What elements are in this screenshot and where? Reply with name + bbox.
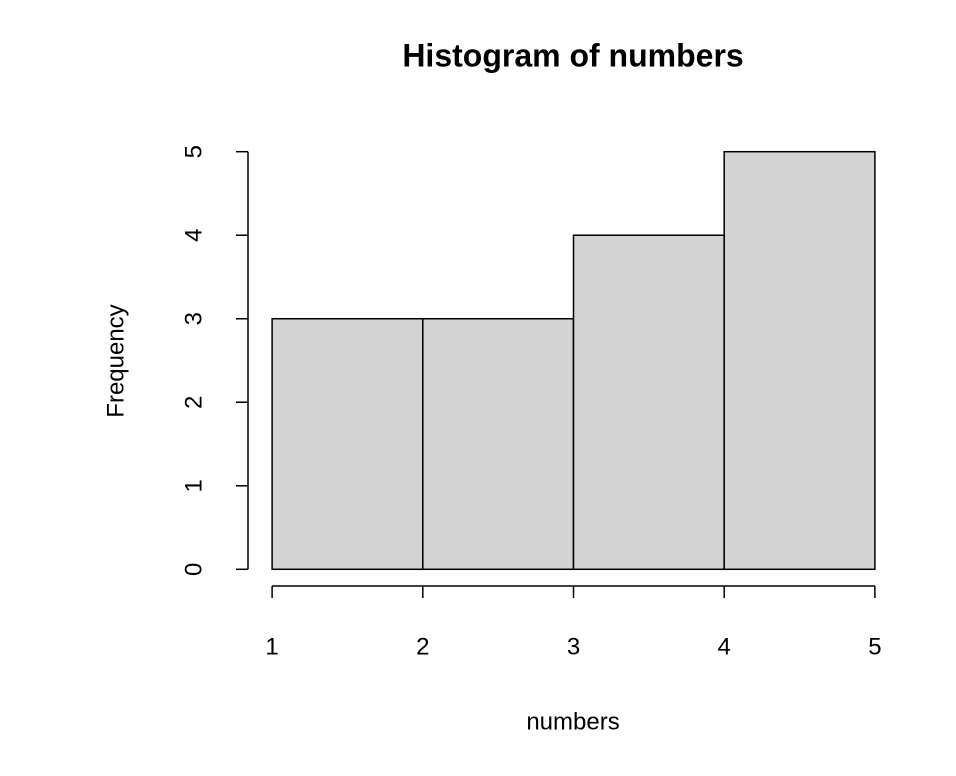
x-tick-label: 4: [718, 633, 731, 660]
x-axis-title: numbers: [526, 708, 619, 735]
x-tick-label: 2: [416, 633, 429, 660]
x-tick-label: 5: [868, 633, 881, 660]
y-tick-label: 3: [180, 312, 207, 325]
y-tick-label: 1: [180, 479, 207, 492]
y-tick-label: 5: [180, 145, 207, 158]
y-axis-title: Frequency: [102, 304, 129, 417]
bar: [271, 317, 424, 571]
bar: [723, 150, 876, 571]
y-tick-label: 4: [180, 229, 207, 242]
x-tick-label: 1: [265, 633, 278, 660]
y-tick-label: 2: [180, 396, 207, 409]
y-tick-label: 0: [180, 563, 207, 576]
chart-title: Histogram of numbers: [402, 37, 743, 73]
x-tick-label: 3: [567, 633, 580, 660]
bar: [572, 234, 725, 571]
bar: [422, 317, 575, 571]
